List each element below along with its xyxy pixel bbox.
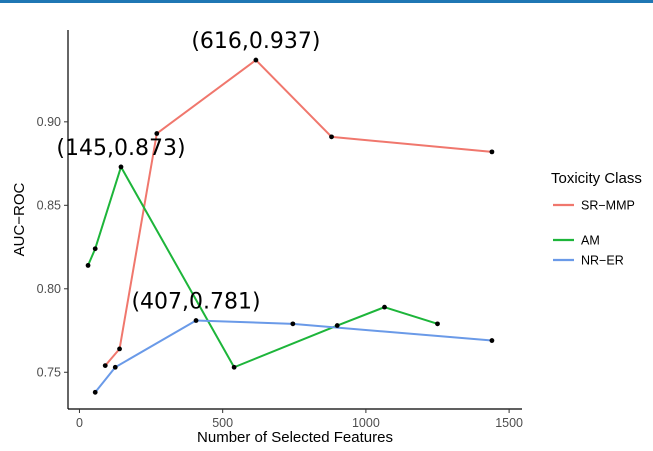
data-point [154,131,160,136]
y-tick-label: 0.80 [37,282,61,296]
chart-legend: Toxicity Class SR−MMP AM NR−ER [551,170,642,268]
data-point [489,338,495,343]
data-point [118,164,124,170]
data-point [435,321,440,327]
series-am [87,165,438,369]
x-tick-label: 1500 [495,416,523,430]
data-point [102,363,108,368]
x-tick-label: 1000 [352,416,380,430]
x-axis-ticks: 0 500 1000 1500 [76,409,523,430]
x-tick-label: 500 [212,416,233,430]
series-points-am [85,164,440,370]
x-axis-title: Number of Selected Features [197,429,393,446]
point-annotation: (616,0.937) [191,29,320,54]
series-line-am [87,165,438,369]
data-point [193,318,199,323]
data-point [92,389,98,395]
legend-label: SR−MMP [581,199,635,213]
series-points-nr-er [92,318,495,395]
data-point [382,304,387,310]
series-points-sr-mmp [102,57,495,368]
point-annotation: (145,0.873) [56,136,185,161]
x-tick-label: 0 [76,416,83,430]
legend-items: SR−MMP AM NR−ER [553,199,635,268]
data-point [92,246,98,252]
series-line-sr-mmp [104,59,493,367]
legend-title: Toxicity Class [551,170,642,187]
annotation-layer: (616,0.937) (145,0.873) (407,0.781) [56,29,320,314]
y-axis-title: AUC−ROC [11,182,28,256]
legend-item-nr-er: NR−ER [553,254,624,268]
data-point [489,149,495,155]
data-point [334,323,340,328]
chart-axes: 0 500 1000 1500 0.75 0.80 0.85 0.90 [37,30,523,430]
legend-item-sr-mmp: SR−MMP [553,199,635,213]
y-axis-ticks: 0.75 0.80 0.85 0.90 [37,115,68,379]
data-point [329,134,334,140]
data-point [253,57,259,63]
series-nr-er [94,319,493,393]
data-point [112,364,118,370]
point-annotation: (407,0.781) [131,290,260,315]
top-accent-bar [0,0,653,3]
series-sr-mmp [104,59,493,367]
data-point [117,346,122,352]
series-line-nr-er [94,319,493,393]
y-tick-label: 0.75 [37,365,61,379]
legend-label: NR−ER [581,254,624,268]
legend-item-am: AM [553,234,600,248]
y-tick-label: 0.85 [37,198,61,212]
data-point [290,321,296,327]
legend-label: AM [581,234,600,248]
data-point [85,263,91,268]
series-layer [85,57,495,395]
y-tick-label: 0.90 [37,115,61,129]
data-point [231,364,237,370]
